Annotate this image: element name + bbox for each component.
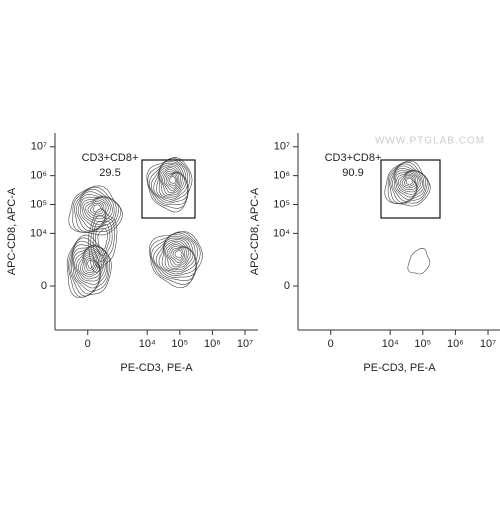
- contour: [150, 161, 189, 204]
- y-tick-label: 10⁶: [30, 170, 47, 182]
- x-axis-label: PE-CD3, PE-A: [363, 362, 436, 374]
- contour: [153, 233, 197, 278]
- y-tick-label: 10⁶: [273, 170, 290, 182]
- contour: [160, 169, 183, 195]
- gate-label: CD3+CD8+: [82, 152, 139, 164]
- y-tick-label: 0: [284, 280, 290, 292]
- contour: [80, 196, 113, 228]
- contour: [87, 201, 105, 217]
- contour: [170, 247, 186, 264]
- contour: [74, 246, 103, 285]
- y-tick-label: 0: [41, 280, 47, 292]
- y-tick-label: 10⁵: [273, 198, 290, 210]
- contour: [156, 164, 188, 200]
- contour: [394, 170, 423, 200]
- watermark: WWW.PTGLAB.COM: [375, 136, 485, 147]
- y-axis-label: APC-CD8, APC-A: [6, 187, 18, 275]
- gate-value: 29.5: [99, 167, 120, 179]
- x-tick-label: 10⁶: [447, 338, 464, 350]
- contour: [159, 167, 185, 197]
- contour: [95, 224, 111, 256]
- contour: [151, 232, 199, 282]
- contour: [164, 240, 194, 271]
- contour: [72, 186, 122, 233]
- contour: [84, 256, 98, 273]
- contour: [85, 199, 107, 220]
- y-tick-label: 10⁴: [273, 227, 290, 239]
- x-tick-label: 10⁷: [237, 338, 253, 350]
- contour: [80, 252, 100, 278]
- contour: [167, 174, 178, 187]
- gate: [141, 159, 196, 219]
- contour: [403, 176, 415, 187]
- x-axis-label: PE-CD3, PE-A: [120, 362, 193, 374]
- contour: [168, 246, 187, 266]
- contour: [384, 160, 431, 207]
- contour: [77, 194, 115, 230]
- contour: [77, 250, 101, 280]
- x-tick-label: 10⁴: [139, 338, 156, 350]
- contour: [158, 165, 187, 198]
- contour: [90, 202, 104, 215]
- contour: [83, 198, 109, 222]
- contour: [153, 162, 189, 202]
- x-tick-label: 10⁴: [382, 338, 399, 350]
- contour: [92, 220, 113, 262]
- contour: [155, 235, 197, 277]
- contour: [387, 161, 430, 205]
- contour: [87, 208, 118, 273]
- contour: [389, 163, 428, 204]
- gate-value: 90.9: [342, 167, 363, 179]
- contour: [397, 172, 418, 193]
- contour: [399, 173, 417, 190]
- contour: [75, 248, 101, 282]
- contour: [92, 204, 102, 213]
- contour: [158, 237, 197, 275]
- contour: [407, 247, 431, 275]
- contour: [82, 254, 99, 276]
- contour: [406, 177, 414, 185]
- contour: [66, 234, 112, 298]
- contour: [150, 231, 201, 285]
- contour: [97, 228, 108, 250]
- contour: [395, 170, 422, 198]
- contour: [161, 239, 196, 273]
- x-tick-label: 10⁵: [171, 338, 188, 350]
- contour: [90, 214, 115, 268]
- contour: [74, 188, 119, 233]
- contour: [396, 171, 420, 195]
- y-tick-label: 10⁷: [274, 141, 290, 153]
- contour: [162, 171, 181, 194]
- contour: [163, 172, 180, 192]
- x-tick-label: 0: [328, 338, 334, 350]
- contour: [169, 176, 176, 184]
- contour: [72, 245, 106, 292]
- contour: [148, 159, 189, 206]
- gate-label: CD3+CD8+: [325, 152, 382, 164]
- gate: [380, 159, 441, 219]
- x-tick-label: 10⁷: [480, 338, 496, 350]
- y-tick-label: 10⁵: [30, 198, 47, 210]
- contour: [165, 242, 192, 269]
- contour: [165, 173, 179, 189]
- y-tick-label: 10⁷: [31, 141, 47, 153]
- contour: [147, 157, 191, 209]
- contour: [172, 248, 184, 261]
- x-tick-label: 10⁶: [204, 338, 221, 350]
- contour: [401, 175, 416, 189]
- y-tick-label: 10⁴: [30, 227, 47, 239]
- x-tick-label: 10⁵: [414, 338, 431, 350]
- contour: [68, 185, 123, 236]
- contour: [166, 244, 189, 268]
- y-axis-label: APC-CD8, APC-A: [249, 187, 261, 275]
- x-tick-label: 0: [85, 338, 91, 350]
- contour: [174, 249, 183, 259]
